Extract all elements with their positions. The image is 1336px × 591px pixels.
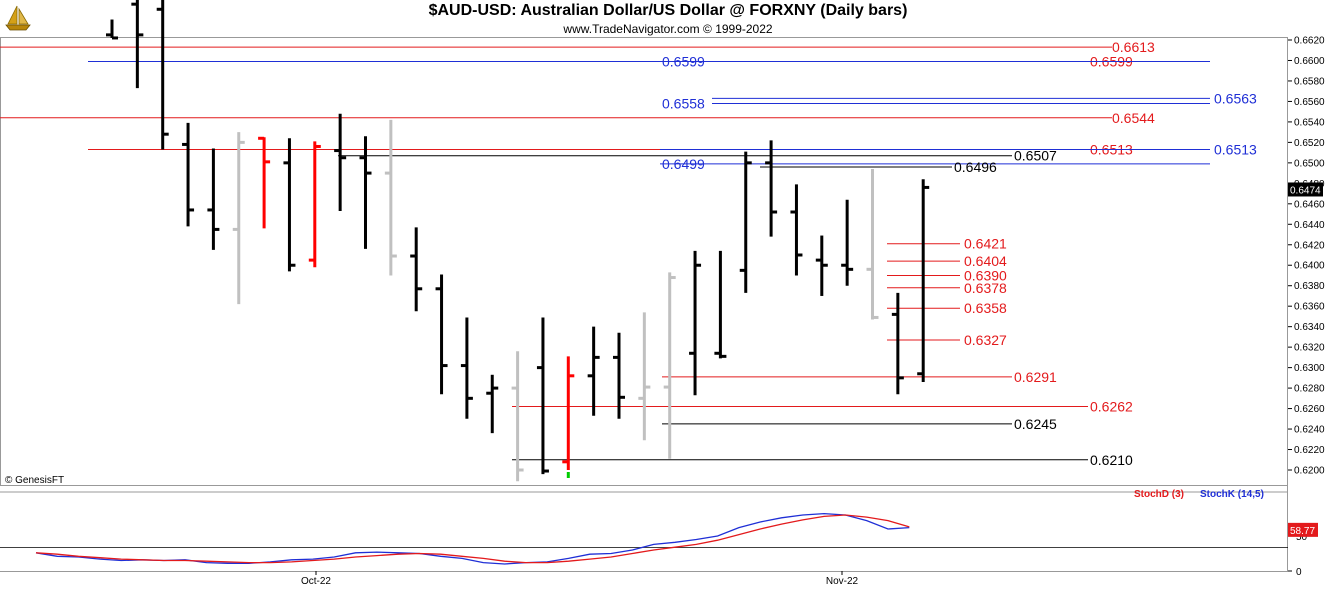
level-label: 0.6563 <box>1214 90 1257 106</box>
level-lines: 0.66130.65990.65990.65630.65580.65440.65… <box>0 39 1257 468</box>
price-axis: 0.6200 0.6220 0.6240 0.6260 0.6280 0.6300 0.63… <box>1288 36 1325 477</box>
level-label: 0.6599 <box>662 54 705 70</box>
stoch-k-line <box>35 512 910 565</box>
ohlc-bar <box>308 141 321 268</box>
level-label: 0.6499 <box>662 156 705 172</box>
level-label: 0.6613 <box>1112 39 1155 55</box>
chart-title: $AUD-USD: Australian Dollar/US Dollar @ … <box>428 2 908 19</box>
level-label: 0.6404 <box>964 253 1007 269</box>
price-tick-label: 0.6280 <box>1294 384 1325 395</box>
ohlc-bar <box>815 235 828 296</box>
ohlc-bar <box>131 0 144 89</box>
date-tick-label: Oct-22 <box>301 576 331 587</box>
ohlc-bar <box>460 317 473 419</box>
ohlc-bar <box>638 312 651 441</box>
ohlc-bar <box>714 250 727 359</box>
price-tick-label: 0.6240 <box>1294 425 1325 436</box>
price-tick-label: 0.6340 <box>1294 322 1325 333</box>
ohlc-bar <box>486 374 499 434</box>
ohlc-bar <box>182 122 195 227</box>
ohlc-bar <box>511 351 524 482</box>
ohlc-bar <box>891 292 904 395</box>
ohlc-bar <box>384 119 397 276</box>
ohlc-bar <box>917 179 930 382</box>
level-label: 0.6378 <box>964 280 1007 296</box>
price-tick-label: 0.6620 <box>1294 36 1325 47</box>
level-label: 0.6210 <box>1090 452 1133 468</box>
ohlc-bar <box>410 227 423 312</box>
price-tick-label: 0.6440 <box>1294 220 1325 231</box>
ohlc-bar <box>359 136 372 249</box>
last-price-label: 0.6474 <box>1290 185 1321 196</box>
price-tick-label: 0.6220 <box>1294 445 1325 456</box>
price-tick-label: 0.6260 <box>1294 404 1325 415</box>
ohlc-bar <box>106 19 118 40</box>
price-tick-label: 0.6560 <box>1294 97 1325 108</box>
level-label: 0.6513 <box>1214 142 1257 158</box>
chart-frame <box>0 37 1288 572</box>
price-tick-label: 0.6400 <box>1294 261 1325 272</box>
level-label: 0.6496 <box>954 159 997 175</box>
level-label: 0.6558 <box>662 95 705 111</box>
ohlc-bar <box>435 274 448 395</box>
ohlc-bar <box>866 169 879 320</box>
ohlc-bar <box>258 136 271 229</box>
ohlc-bar <box>232 132 245 305</box>
level-label: 0.6262 <box>1090 399 1133 415</box>
level-label: 0.6327 <box>964 332 1007 348</box>
ohlc-bar <box>765 140 778 237</box>
ohlc-bar <box>841 199 854 286</box>
price-tick-label: 0.6540 <box>1294 117 1325 128</box>
price-tick-label: 0.6360 <box>1294 302 1325 313</box>
price-tick-label: 0.6520 <box>1294 138 1325 149</box>
level-label: 0.6358 <box>964 300 1007 316</box>
ohlc-bar <box>587 326 600 416</box>
level-label: 0.6291 <box>1014 369 1057 385</box>
stoch-d-legend: StochD (3) <box>1134 489 1184 500</box>
price-tick-label: 0.6420 <box>1294 240 1325 251</box>
stoch-k-legend: StochK (14,5) <box>1200 489 1264 500</box>
ohlc-bar <box>739 151 752 293</box>
ohlc-bar <box>562 356 575 470</box>
ohlc-bars <box>106 0 930 482</box>
ohlc-bar <box>334 113 347 211</box>
price-tick-label: 0.6300 <box>1294 363 1325 374</box>
copyright-label: © GenesisFT <box>5 475 64 486</box>
price-tick-label: 0.6500 <box>1294 158 1325 169</box>
ohlc-bar <box>207 148 220 250</box>
level-label: 0.6245 <box>1014 416 1057 432</box>
ohlc-bar <box>790 184 803 276</box>
price-tick-label: 0.6200 <box>1294 466 1325 477</box>
ohlc-bar <box>689 250 702 396</box>
date-tick-label: Nov-22 <box>826 576 859 587</box>
price-tick-label: 0.6320 <box>1294 343 1325 354</box>
level-label: 0.6421 <box>964 236 1007 252</box>
ohlc-bar <box>283 138 296 272</box>
stoch-value-tag <box>1288 522 1318 537</box>
level-label: 0.6544 <box>1112 110 1155 126</box>
ohlc-bar <box>156 0 169 150</box>
ohlc-bar <box>613 332 625 419</box>
price-tick-label: 0.6460 <box>1294 199 1325 210</box>
stoch-tick-label: 0 <box>1296 567 1302 578</box>
level-label: 0.6507 <box>1014 148 1057 164</box>
level-label: 0.6390 <box>964 267 1007 283</box>
price-tick-label: 0.6600 <box>1294 56 1325 67</box>
stoch-tick-label: 50 <box>1296 532 1308 543</box>
price-tick-label: 0.6380 <box>1294 281 1325 292</box>
price-tick-label: 0.6580 <box>1294 76 1325 87</box>
ohlc-bar <box>663 272 676 459</box>
ohlc-bar <box>536 317 549 475</box>
last-price-tag <box>1288 182 1323 197</box>
date-axis: Oct-22 Nov-22 <box>301 571 859 587</box>
chart-subtitle: www.TradeNavigator.com © 1999-2022 <box>563 22 773 36</box>
stoch-d-line <box>35 514 910 564</box>
sailboat-logo-icon <box>5 5 31 31</box>
stoch-value-label: 58.77 <box>1290 526 1315 537</box>
